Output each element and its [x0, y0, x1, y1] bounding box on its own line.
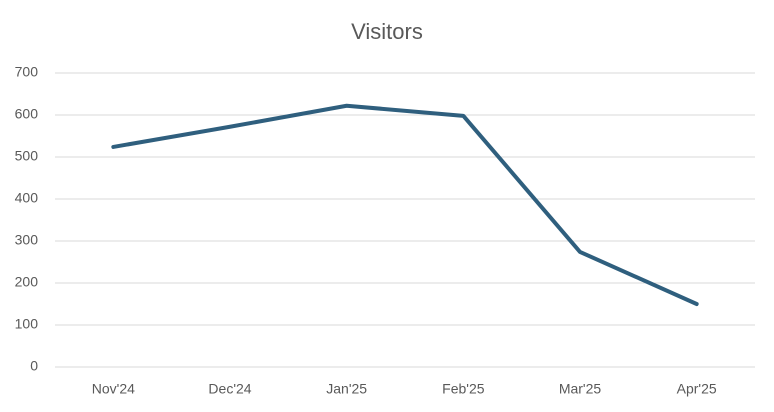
y-tick-label: 300	[15, 232, 39, 248]
y-tick-label: 500	[15, 148, 39, 164]
x-tick-label: Jan'25	[326, 381, 367, 397]
y-tick-label: 200	[15, 274, 39, 290]
chart-title: Visitors	[351, 19, 423, 44]
data-line	[111, 103, 699, 306]
x-tick-label: Nov'24	[92, 381, 135, 397]
x-tick-label: Apr'25	[677, 381, 717, 397]
x-tick-label: Dec'24	[208, 381, 251, 397]
y-tick-label: 0	[30, 358, 38, 374]
x-tick-label: Feb'25	[442, 381, 485, 397]
x-tick-label: Mar'25	[559, 381, 602, 397]
y-tick-label: 700	[15, 64, 39, 80]
y-tick-label: 100	[15, 316, 39, 332]
y-tick-label: 600	[15, 106, 39, 122]
y-tick-label: 400	[15, 190, 39, 206]
